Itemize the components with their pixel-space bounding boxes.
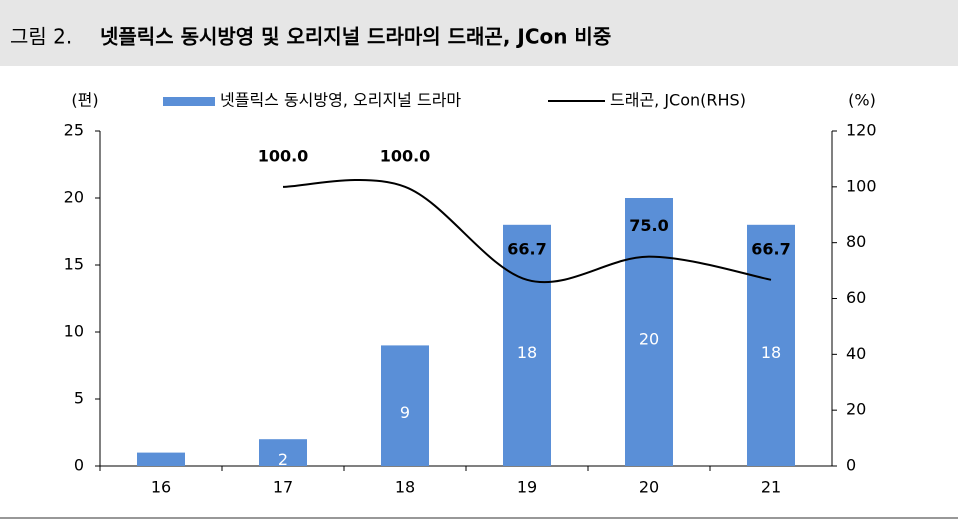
y-tick-label: 0 xyxy=(74,456,84,475)
y-tick-label: 25 xyxy=(64,121,84,140)
line-value-label: 75.0 xyxy=(629,216,668,235)
y2-tick-label: 0 xyxy=(846,456,856,475)
x-tick-label: 16 xyxy=(151,478,171,497)
line-value-label: 66.7 xyxy=(507,239,546,258)
legend-label: 드래곤, JCon(RHS) xyxy=(610,91,746,110)
y2-tick-label: 80 xyxy=(846,232,866,251)
y2-tick-label: 120 xyxy=(846,121,877,140)
y2-tick-label: 20 xyxy=(846,400,866,419)
y-tick-label: 10 xyxy=(64,322,84,341)
bar-value-label: 20 xyxy=(639,330,659,349)
legend-swatch xyxy=(163,97,215,106)
bar xyxy=(259,439,307,466)
x-tick-label: 20 xyxy=(639,478,659,497)
line-value-label: 66.7 xyxy=(751,239,790,258)
header-band xyxy=(0,0,958,66)
line-value-label: 100.0 xyxy=(380,146,431,165)
y-tick-label: 15 xyxy=(64,255,84,274)
bar-value-label: 2 xyxy=(278,450,288,469)
y-tick-label: 20 xyxy=(64,188,84,207)
bar xyxy=(747,224,795,466)
bar xyxy=(503,224,551,466)
x-tick-label: 18 xyxy=(395,478,415,497)
y2-tick-label: 60 xyxy=(846,288,866,307)
bar-value-label: 9 xyxy=(400,403,410,422)
bar xyxy=(381,345,429,466)
bar xyxy=(625,198,673,466)
bar-value-label: 18 xyxy=(517,343,537,362)
x-tick-label: 19 xyxy=(517,478,537,497)
x-tick-label: 17 xyxy=(273,478,293,497)
line-series xyxy=(282,178,772,284)
legend-label: 넷플릭스 동시방영, 오리지널 드라마 xyxy=(220,91,461,110)
line-value-label: 100.0 xyxy=(258,146,309,165)
bar xyxy=(137,452,185,466)
figure-title: 넷플릭스 동시방영 및 오리지널 드라마의 드래곤, JCon 비중 xyxy=(100,25,611,49)
y2-axis-label: (%) xyxy=(848,91,876,110)
figure-label: 그림 2. xyxy=(10,25,72,49)
y-tick-label: 5 xyxy=(74,389,84,408)
y2-tick-label: 100 xyxy=(846,176,877,195)
bar-value-label: 18 xyxy=(761,343,781,362)
y2-tick-label: 40 xyxy=(846,344,866,363)
x-tick-label: 21 xyxy=(761,478,781,497)
y-axis-label: (편) xyxy=(71,91,98,110)
